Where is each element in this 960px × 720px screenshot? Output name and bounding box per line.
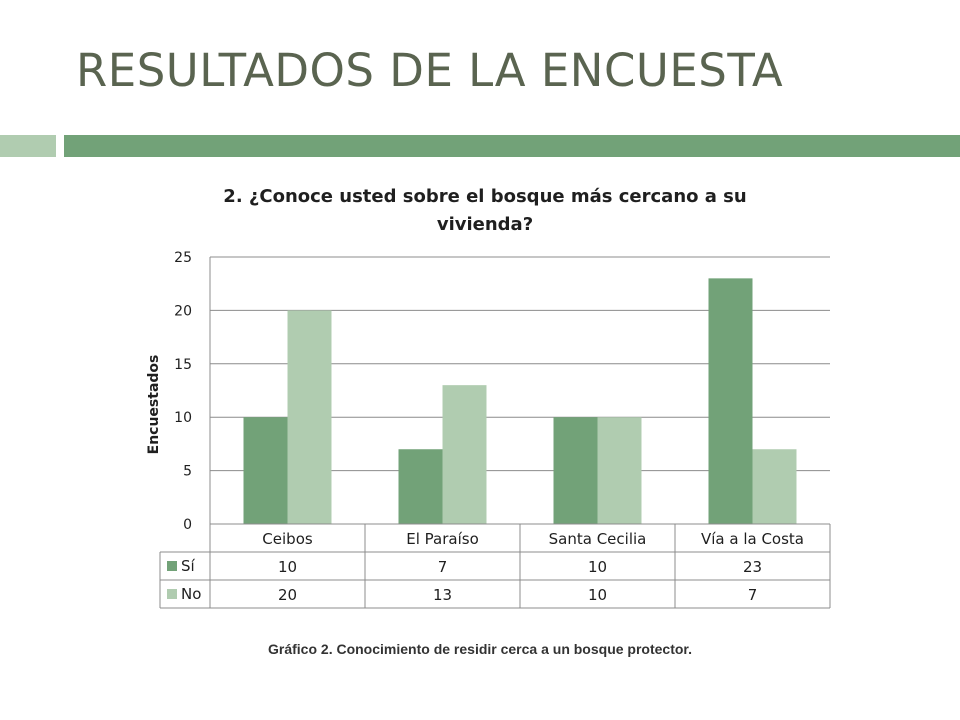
data-label: 23 <box>743 558 762 576</box>
y-tick-label: 15 <box>174 357 192 373</box>
chart-title-line: 2. ¿Conoce usted sobre el bosque más cer… <box>223 186 746 207</box>
slide-title: RESULTADOS DE LA ENCUESTA <box>76 44 784 97</box>
x-tick-label: El Paraíso <box>406 530 479 548</box>
y-tick-label: 5 <box>183 464 192 480</box>
y-axis-label: Encuestados <box>146 355 162 455</box>
legend-label: Sí <box>181 557 196 575</box>
y-tick-label: 0 <box>183 517 192 533</box>
bar-si-1 <box>398 449 443 524</box>
data-label: 7 <box>438 558 448 576</box>
chart-area: 2. ¿Conoce usted sobre el bosque más cer… <box>0 160 960 640</box>
legend-key-no <box>167 589 177 599</box>
bar-no-3 <box>752 449 797 524</box>
x-tick-label: Vía a la Costa <box>701 530 804 548</box>
data-label: 7 <box>748 586 758 604</box>
data-label: 20 <box>278 586 297 604</box>
bar-si-2 <box>553 417 598 524</box>
y-tick-label: 10 <box>174 410 192 426</box>
legend-label: No <box>181 585 201 603</box>
bar-chart: 2. ¿Conoce usted sobre el bosque más cer… <box>146 186 831 609</box>
data-label: 10 <box>588 558 607 576</box>
bar-no-0 <box>287 310 332 524</box>
header-accent-bar-left <box>0 135 56 157</box>
bar-si-0 <box>243 417 288 524</box>
chart-title-line: vivienda? <box>437 214 533 235</box>
data-label: 10 <box>588 586 607 604</box>
figure-caption: Gráfico 2. Conocimiento de residir cerca… <box>268 641 692 657</box>
data-label: 13 <box>433 586 452 604</box>
y-tick-label: 25 <box>174 250 192 266</box>
x-tick-label: Ceibos <box>262 530 313 548</box>
y-tick-label: 20 <box>174 303 192 319</box>
bar-no-2 <box>597 417 642 524</box>
data-label: 10 <box>278 558 297 576</box>
bar-si-3 <box>708 278 753 524</box>
header-accent-bar-right <box>64 135 960 157</box>
x-tick-label: Santa Cecilia <box>549 530 647 548</box>
bar-no-1 <box>442 385 487 524</box>
legend-key-si <box>167 561 177 571</box>
